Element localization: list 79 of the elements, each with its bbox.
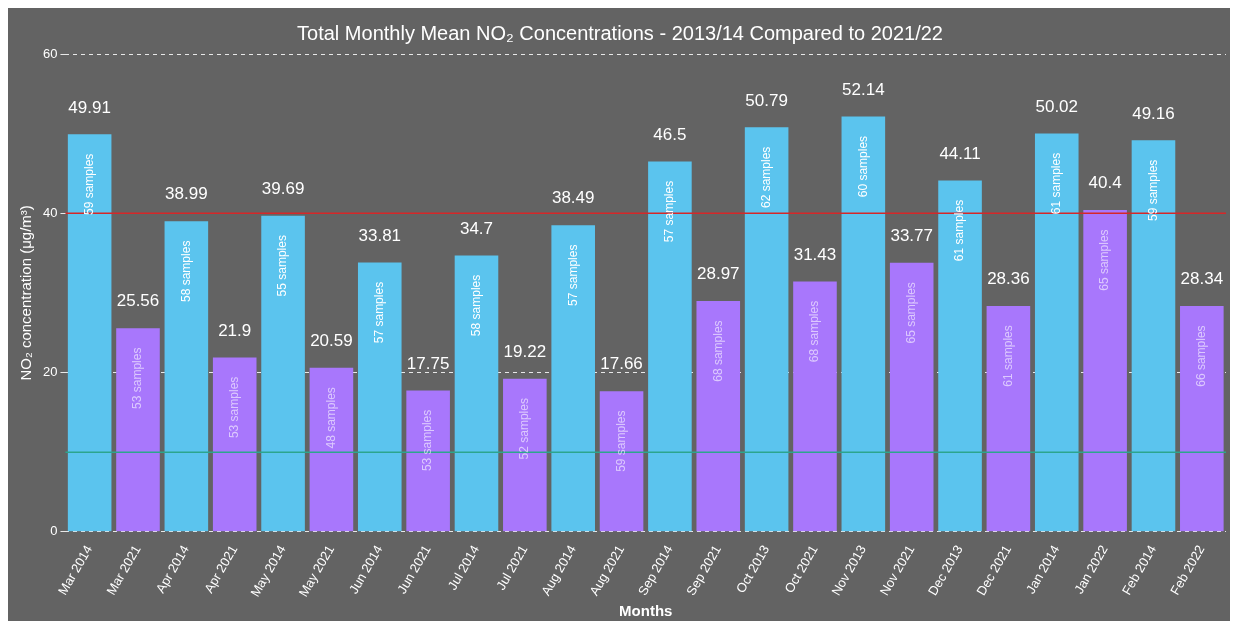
annotation: 60 samples xyxy=(855,135,870,198)
annotation: 58 samples xyxy=(178,240,193,302)
bar xyxy=(744,127,789,532)
data-label: 46.5 xyxy=(653,124,687,144)
bar xyxy=(503,378,547,532)
annotation: 57 samples xyxy=(662,180,677,243)
bar xyxy=(164,221,209,532)
annotation: 62 samples xyxy=(758,146,773,209)
x-axis-title: Months xyxy=(619,602,673,620)
data-label: 39.69 xyxy=(261,178,305,198)
data-label: 49.91 xyxy=(68,97,111,117)
annotation: 65 samples xyxy=(904,282,918,344)
bar xyxy=(986,305,1031,532)
annotation: 52 samples xyxy=(517,398,532,460)
bar xyxy=(696,301,741,532)
data-label: 28.36 xyxy=(987,269,1030,289)
bar xyxy=(406,390,450,532)
y-tick-label: 40 xyxy=(42,204,58,220)
annotation: 59 samples xyxy=(1145,159,1160,221)
data-label: 50.02 xyxy=(1035,96,1079,116)
bar xyxy=(841,116,886,532)
bar xyxy=(1034,133,1079,532)
data-label: 17.66 xyxy=(600,354,643,374)
annotation: 61 samples xyxy=(1049,152,1064,215)
data-label: 21.9 xyxy=(218,320,252,340)
annotation: 68 samples xyxy=(710,320,725,382)
bar xyxy=(889,262,934,532)
chart-title: Total Monthly Mean NO₂ Concentrations - 2013/14 Compared to 2021/22 xyxy=(297,21,943,44)
bar xyxy=(357,262,402,532)
data-label: 20.59 xyxy=(310,330,353,350)
data-label: 52.14 xyxy=(842,79,885,99)
bar xyxy=(648,161,692,532)
data-label: 44.11 xyxy=(939,143,981,163)
annotation: 53 samples xyxy=(420,409,435,472)
data-label: 50.79 xyxy=(745,90,788,110)
bar xyxy=(116,328,160,532)
annotation: 58 samples xyxy=(468,274,483,337)
data-label: 33.81 xyxy=(358,225,402,245)
bar xyxy=(1083,210,1127,532)
data-label: 28.34 xyxy=(1180,269,1224,289)
y-tick-label: 60 xyxy=(42,45,58,61)
annotation: 59 samples xyxy=(613,410,628,472)
annotation: 66 samples xyxy=(1194,325,1209,387)
annotation: 53 samples xyxy=(130,347,145,409)
data-label: 38.49 xyxy=(551,188,595,208)
bar xyxy=(454,255,499,532)
data-label: 49.16 xyxy=(1132,103,1175,123)
annotation: 68 samples xyxy=(807,300,822,363)
data-label: 19.22 xyxy=(503,341,547,361)
bar xyxy=(599,391,644,532)
bar xyxy=(551,225,595,532)
data-label: 28.97 xyxy=(696,264,740,284)
annotation: 53 samples xyxy=(227,376,242,439)
data-label: 34.7 xyxy=(459,218,494,238)
annotation: 57 samples xyxy=(372,281,387,344)
annotation: 59 samples xyxy=(81,153,96,216)
annotation: 57 samples xyxy=(565,244,580,306)
bar xyxy=(261,215,305,532)
data-label: 25.56 xyxy=(116,291,160,311)
annotation: 61 samples xyxy=(952,199,967,262)
data-label: 40.4 xyxy=(1088,173,1122,193)
data-label: 33.77 xyxy=(890,226,933,246)
annotation: 48 samples xyxy=(323,387,338,449)
y-tick-label: 20 xyxy=(42,364,58,380)
data-label: 17.75 xyxy=(406,353,450,373)
bar xyxy=(309,367,354,532)
data-label: 31.43 xyxy=(793,244,837,264)
data-label: 38.99 xyxy=(165,184,208,204)
bar xyxy=(67,134,112,532)
bar xyxy=(1131,140,1176,532)
annotation: 65 samples xyxy=(1097,229,1112,291)
bar xyxy=(1180,306,1224,532)
bar xyxy=(793,281,837,532)
bar xyxy=(938,180,982,532)
y-axis-title: NO₂ concentration (μg/m³) xyxy=(17,205,35,381)
annotation: 55 samples xyxy=(275,235,290,297)
annotation: 61 samples xyxy=(1000,325,1015,387)
bar xyxy=(212,357,257,532)
y-tick-label: 0 xyxy=(50,523,58,539)
